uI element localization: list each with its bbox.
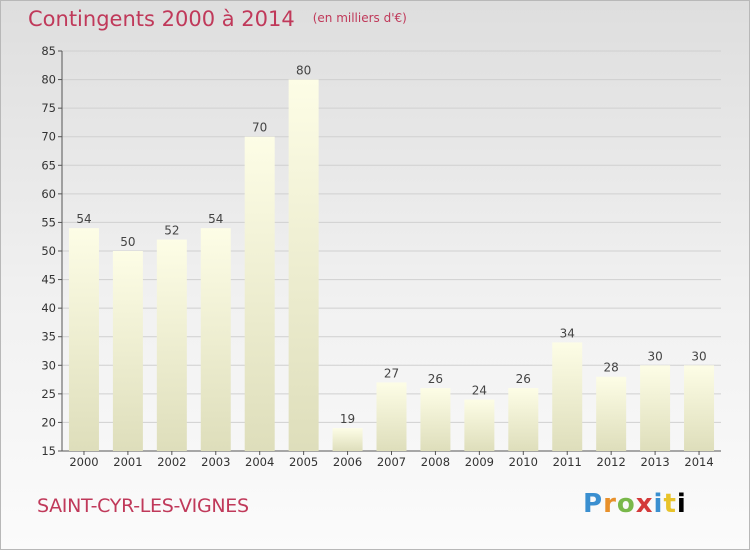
bar [332, 428, 363, 451]
logo-letter: P [583, 489, 604, 519]
x-tick-label: 2002 [157, 455, 186, 469]
bar [640, 365, 671, 451]
data-label: 24 [472, 384, 487, 398]
logo-letter: r [603, 489, 617, 519]
data-label: 27 [384, 366, 399, 380]
x-tick-label: 2006 [333, 455, 362, 469]
data-label: 26 [428, 372, 443, 386]
y-tick-label: 85 [41, 44, 56, 58]
data-label: 30 [647, 349, 662, 363]
x-tick-label: 2010 [509, 455, 538, 469]
x-tick-label: 2000 [69, 455, 98, 469]
data-label: 54 [208, 212, 223, 226]
y-tick-label: 80 [41, 73, 56, 87]
bar [200, 228, 231, 451]
y-tick-label: 60 [41, 187, 56, 201]
data-label: 28 [604, 361, 619, 375]
data-label: 54 [76, 212, 91, 226]
data-label: 26 [516, 372, 531, 386]
bar [68, 228, 99, 451]
chart-title: Contingents 2000 à 2014 (en milliers d'€) [28, 7, 407, 31]
y-tick-label: 75 [41, 101, 56, 115]
x-tick-label: 2008 [421, 455, 450, 469]
y-tick-label: 25 [41, 387, 56, 401]
bar [420, 388, 451, 451]
y-tick-label: 30 [41, 358, 56, 372]
data-label: 80 [296, 64, 311, 78]
bar [156, 239, 187, 451]
x-tick-label: 2009 [465, 455, 494, 469]
bar [288, 79, 319, 452]
y-tick-label: 50 [41, 244, 56, 258]
x-tick-label: 2013 [640, 455, 669, 469]
labels: 54 2000 50 2001 52 2002 54 2003 70 2004 80 2005 19 20… [69, 64, 713, 469]
bar [244, 136, 275, 451]
chart-unit: (en milliers d'€) [312, 11, 407, 25]
bar [112, 251, 143, 451]
logo-letter: t [663, 489, 677, 519]
y-tick-label: 45 [41, 273, 56, 287]
data-label: 52 [164, 224, 179, 238]
x-tick-label: 2012 [597, 455, 626, 469]
y-tick-label: 65 [41, 158, 56, 172]
x-tick-label: 2005 [289, 455, 318, 469]
x-tick-label: 2001 [113, 455, 142, 469]
y-tick-label: 55 [41, 215, 56, 229]
bar [376, 382, 407, 451]
x-tick-label: 2003 [201, 455, 230, 469]
data-label: 70 [252, 121, 267, 135]
logo-letter: o [616, 489, 636, 519]
bars [68, 79, 715, 452]
x-tick-label: 2014 [684, 455, 713, 469]
x-tick-label: 2004 [245, 455, 274, 469]
proxiti-logo: Proxiti [583, 489, 687, 519]
commune-name: SAINT-CYR-LES-VIGNES [37, 495, 249, 517]
y-tick-label: 70 [41, 130, 56, 144]
x-tick-label: 2011 [553, 455, 582, 469]
y-tick-label: 20 [41, 415, 56, 429]
bar [596, 376, 627, 451]
bar [464, 399, 495, 451]
chart-title-text: Contingents 2000 à 2014 [28, 7, 295, 31]
y-tick-label: 40 [41, 301, 56, 315]
logo-letter: i [653, 489, 664, 519]
data-label: 50 [120, 235, 135, 249]
logo-letter: x [635, 489, 654, 519]
bar [508, 388, 539, 451]
bar [684, 365, 715, 451]
data-label: 30 [691, 349, 706, 363]
logo-letter: i [676, 489, 687, 519]
bar [552, 342, 583, 451]
data-label: 34 [560, 326, 575, 340]
data-label: 19 [340, 412, 355, 426]
y-tick-label: 35 [41, 330, 56, 344]
x-tick-label: 2007 [377, 455, 406, 469]
y-tick-label: 15 [41, 444, 56, 458]
